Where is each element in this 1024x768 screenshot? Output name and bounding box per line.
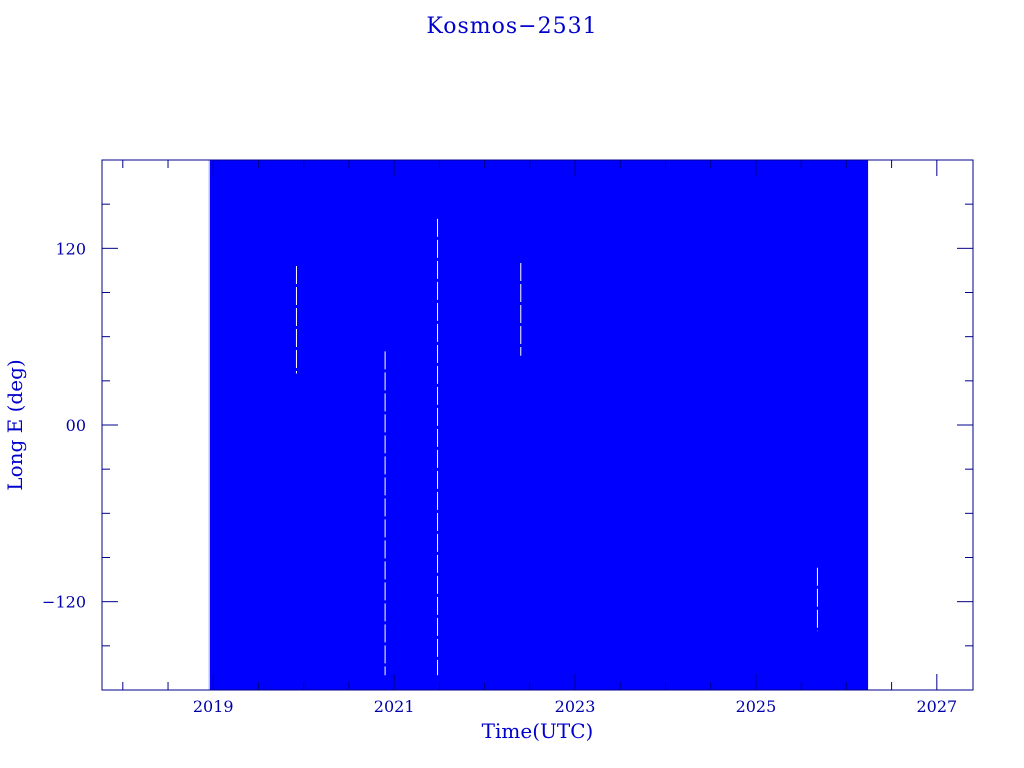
x-axis-label: Time(UTC) — [482, 719, 594, 743]
data-layer — [208, 160, 869, 690]
x-tick-label: 2021 — [374, 697, 415, 716]
x-tick-label: 2025 — [736, 697, 777, 716]
data-coverage-block — [208, 160, 869, 690]
y-tick-label: 120 — [55, 239, 86, 258]
x-tick-label: 2019 — [193, 697, 234, 716]
y-tick-label: 00 — [66, 416, 86, 435]
chart-title: Kosmos−2531 — [426, 14, 598, 39]
y-axis-label: Long E (deg) — [3, 359, 27, 490]
y-tick-label: −120 — [42, 593, 86, 612]
ticks: 2019 2021 2023 2025 2027 120 00 −120 — [42, 160, 973, 716]
x-tick-label: 2023 — [555, 697, 596, 716]
x-tick-label: 2027 — [916, 697, 957, 716]
